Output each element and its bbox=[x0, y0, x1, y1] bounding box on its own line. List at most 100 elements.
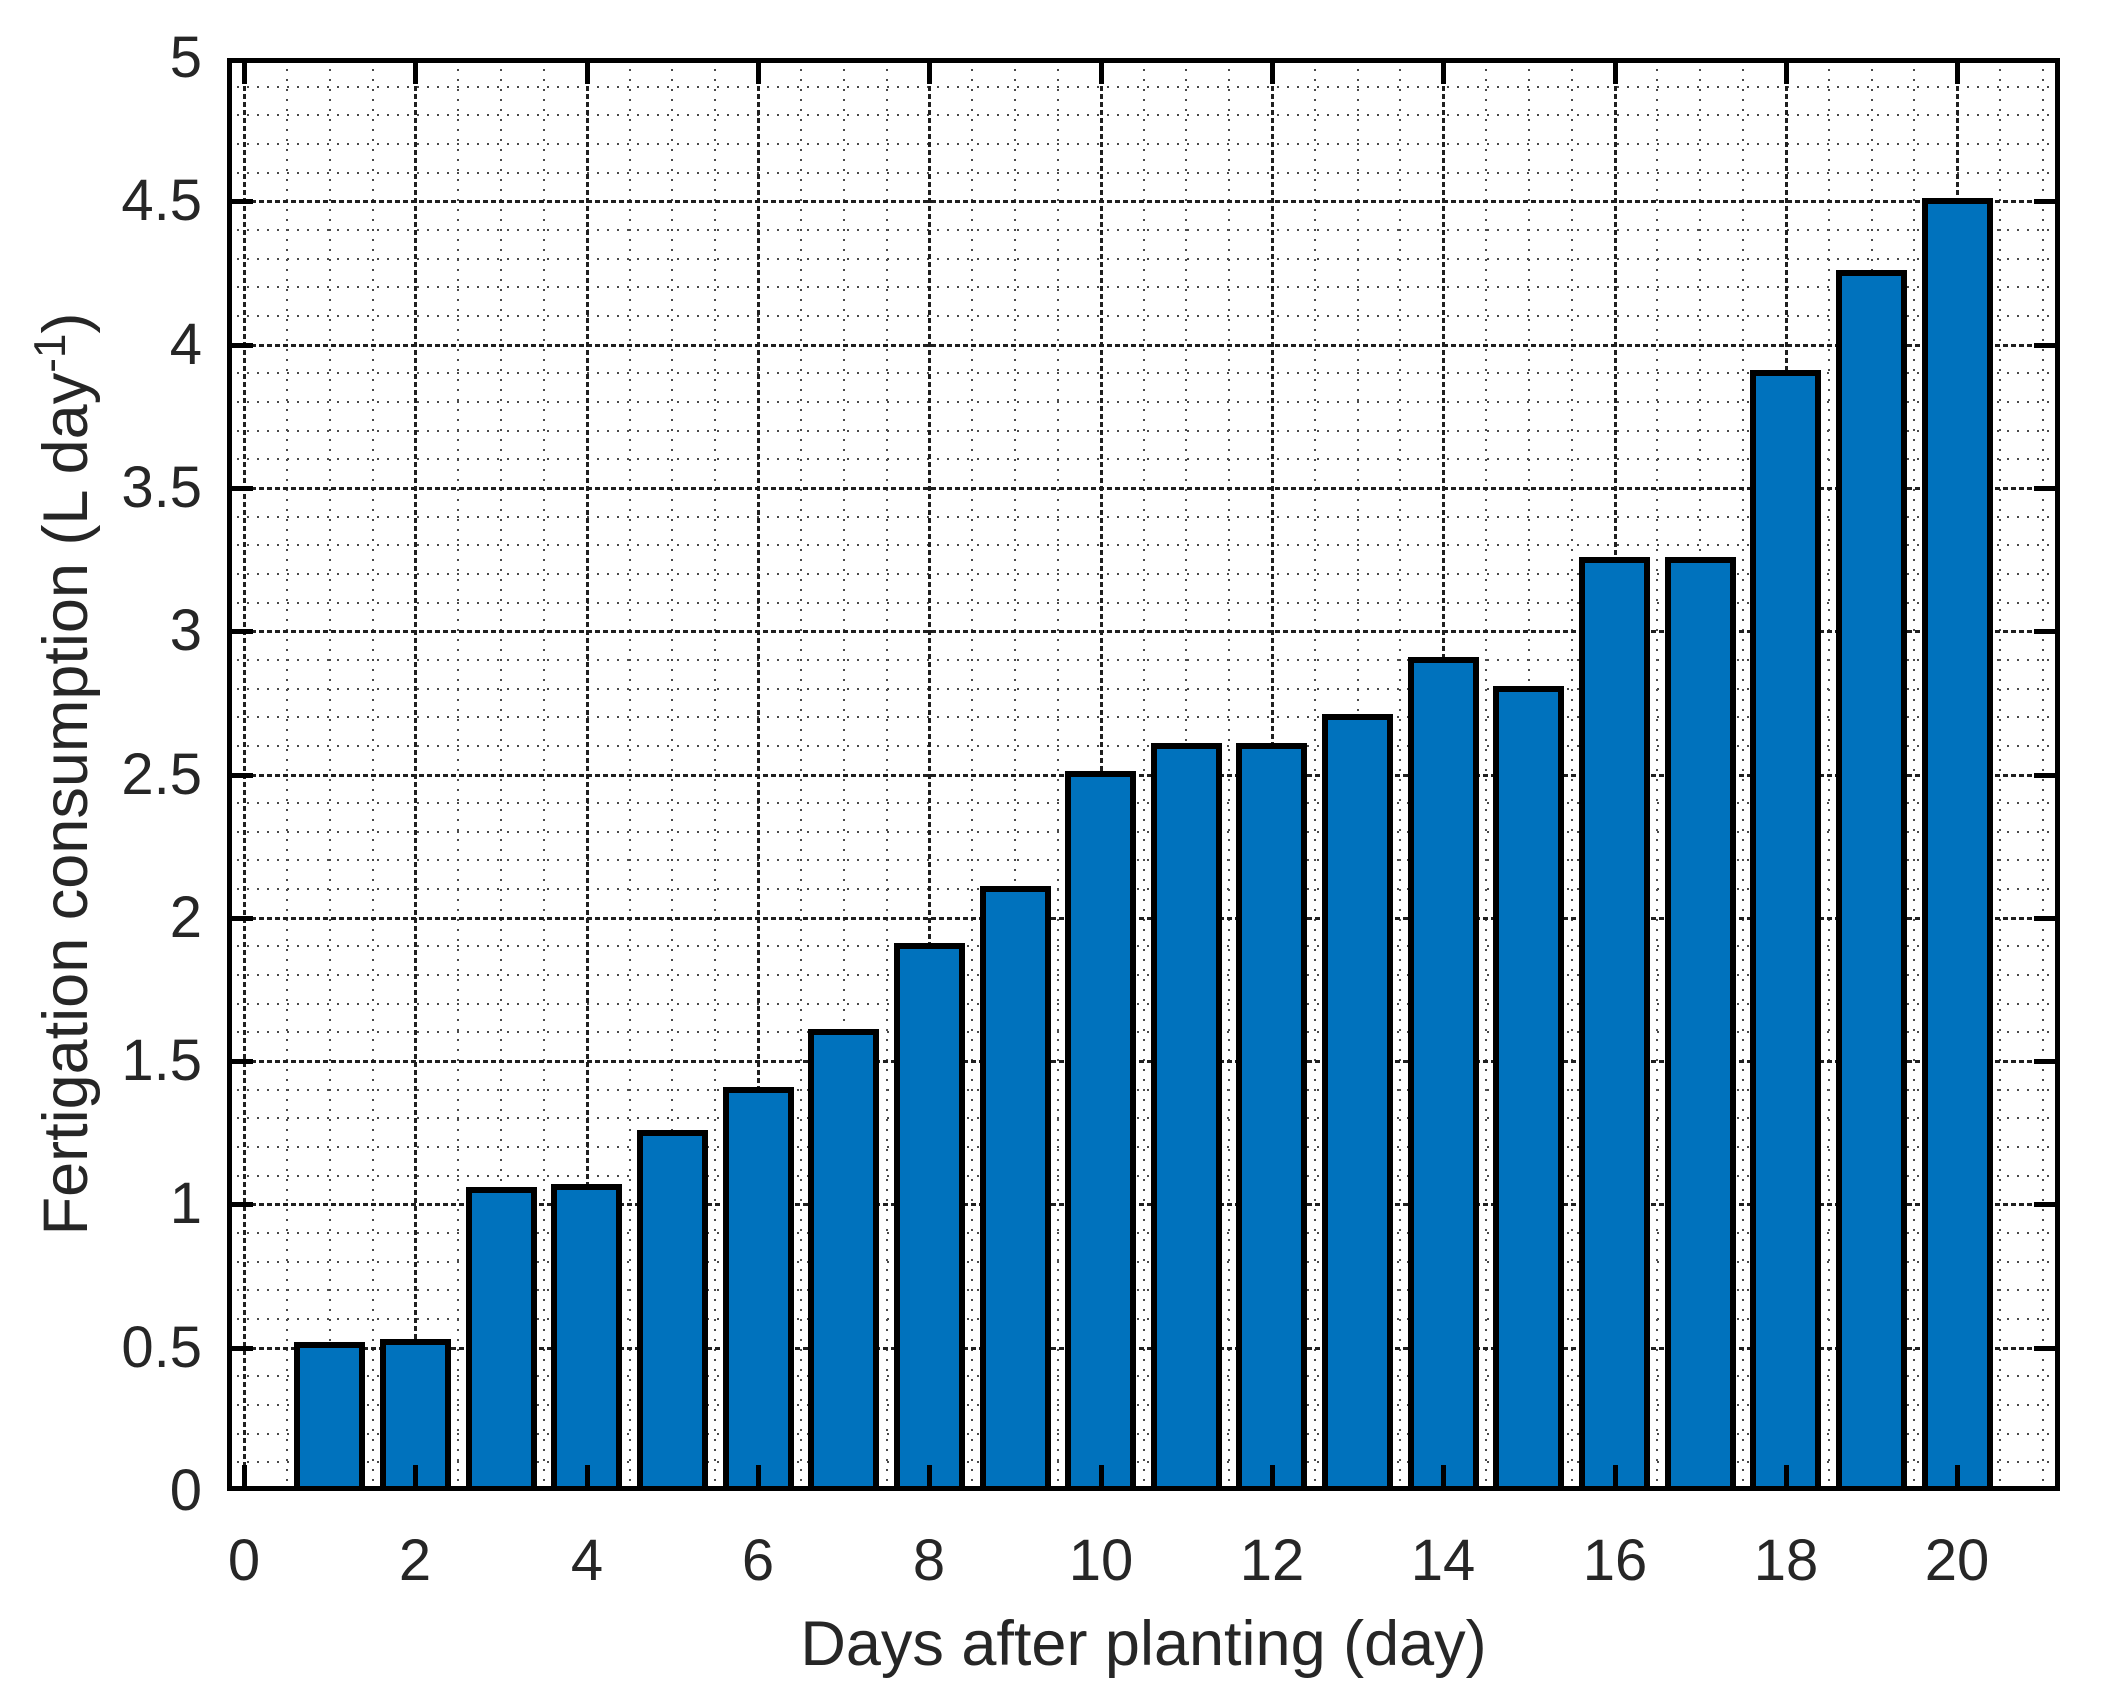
x-tick-label: 20 bbox=[1924, 1528, 1990, 1593]
bar-day-11 bbox=[1151, 743, 1222, 1491]
bar-day-9 bbox=[980, 886, 1051, 1491]
x-tick-label: 12 bbox=[1239, 1528, 1305, 1593]
y-axis-label-close-paren: ) bbox=[31, 312, 101, 334]
x-tick-mark-top bbox=[1269, 58, 1275, 84]
y-tick-label: 4.5 bbox=[121, 168, 202, 233]
y-tick-mark-right bbox=[2034, 915, 2060, 921]
bar-day-18 bbox=[1750, 370, 1821, 1491]
x-tick-mark-top bbox=[1098, 58, 1104, 84]
y-axis-label-text: Fertigation consumption (L day bbox=[31, 372, 101, 1236]
y-tick-label: 4 bbox=[169, 312, 202, 377]
major-gridline-horizontal bbox=[227, 1060, 2060, 1064]
x-tick-mark bbox=[242, 1465, 248, 1491]
x-tick-label: 14 bbox=[1410, 1528, 1476, 1593]
x-tick-mark bbox=[756, 1465, 762, 1491]
x-tick-mark bbox=[1612, 1465, 1618, 1491]
bar-day-5 bbox=[637, 1130, 708, 1491]
major-gridline-vertical bbox=[757, 58, 761, 1491]
x-tick-mark-top bbox=[242, 58, 248, 84]
y-tick-label: 5 bbox=[169, 25, 202, 90]
x-tick-mark bbox=[1955, 1465, 1961, 1491]
y-tick-label: 2.5 bbox=[121, 742, 202, 807]
bar-day-10 bbox=[1065, 771, 1136, 1491]
y-tick-mark bbox=[227, 772, 253, 778]
bar-day-16 bbox=[1579, 557, 1650, 1491]
y-tick-mark bbox=[227, 1059, 253, 1065]
major-gridline-horizontal bbox=[227, 200, 2060, 204]
y-axis-label-superscript: -1 bbox=[26, 333, 75, 373]
y-tick-label: 1 bbox=[169, 1171, 202, 1236]
x-tick-mark-top bbox=[584, 58, 590, 84]
major-gridline-vertical bbox=[928, 58, 932, 1491]
x-axis-label: Days after planting (day) bbox=[800, 1609, 1487, 1679]
x-tick-label: 10 bbox=[1068, 1528, 1134, 1593]
y-tick-mark-right bbox=[2034, 342, 2060, 348]
x-tick-mark-top bbox=[413, 58, 419, 84]
x-tick-mark bbox=[1269, 1465, 1275, 1491]
x-tick-label: 18 bbox=[1753, 1528, 1819, 1593]
bar-day-15 bbox=[1493, 686, 1564, 1491]
y-tick-label: 1.5 bbox=[121, 1028, 202, 1093]
x-tick-mark-top bbox=[1612, 58, 1618, 84]
y-tick-mark-right bbox=[2034, 772, 2060, 778]
plot-area bbox=[227, 58, 2060, 1491]
major-gridline-horizontal bbox=[227, 916, 2060, 920]
x-tick-label: 16 bbox=[1582, 1528, 1648, 1593]
y-tick-mark-right bbox=[2034, 1345, 2060, 1351]
major-gridline-horizontal bbox=[227, 1203, 2060, 1207]
bar-day-12 bbox=[1236, 743, 1307, 1491]
x-tick-mark bbox=[584, 1465, 590, 1491]
x-tick-label: 8 bbox=[912, 1528, 946, 1593]
bar-day-13 bbox=[1322, 714, 1393, 1491]
bar-day-7 bbox=[808, 1029, 879, 1491]
y-tick-label: 3.5 bbox=[121, 455, 202, 520]
bar-day-4 bbox=[551, 1184, 622, 1491]
y-tick-mark-right bbox=[2034, 199, 2060, 205]
y-tick-label: 0.5 bbox=[121, 1315, 202, 1380]
x-tick-mark-top bbox=[1441, 58, 1447, 84]
y-tick-mark bbox=[227, 915, 253, 921]
x-tick-mark bbox=[927, 1465, 933, 1491]
y-tick-label: 3 bbox=[169, 598, 202, 663]
y-tick-mark-right bbox=[2034, 485, 2060, 491]
x-tick-label: 6 bbox=[741, 1528, 775, 1593]
bar-day-3 bbox=[466, 1187, 537, 1491]
y-tick-mark-right bbox=[2034, 1202, 2060, 1208]
x-tick-mark bbox=[1441, 1465, 1447, 1491]
y-tick-label: 2 bbox=[169, 885, 202, 950]
major-gridline-horizontal bbox=[227, 486, 2060, 490]
x-tick-mark bbox=[413, 1465, 419, 1491]
bar-day-19 bbox=[1836, 270, 1907, 1491]
x-tick-mark bbox=[1098, 1465, 1104, 1491]
major-gridline-horizontal bbox=[227, 630, 2060, 634]
bar-day-17 bbox=[1665, 557, 1736, 1491]
x-tick-mark-top bbox=[1783, 58, 1789, 84]
major-gridline-horizontal bbox=[227, 773, 2060, 777]
bar-day-20 bbox=[1922, 198, 1993, 1491]
y-axis-label: Fertigation consumption (L day-1) bbox=[26, 313, 102, 1236]
y-tick-mark-right bbox=[2034, 629, 2060, 635]
bar-day-14 bbox=[1408, 657, 1479, 1491]
major-gridline-horizontal bbox=[227, 343, 2060, 347]
bar-day-8 bbox=[894, 943, 965, 1491]
x-tick-mark-top bbox=[756, 58, 762, 84]
x-tick-mark bbox=[1783, 1465, 1789, 1491]
x-tick-label: 2 bbox=[398, 1528, 432, 1593]
y-tick-mark-right bbox=[2034, 1059, 2060, 1065]
major-gridline-vertical bbox=[585, 58, 589, 1491]
y-tick-label: 0 bbox=[169, 1458, 202, 1523]
y-tick-mark bbox=[227, 1202, 253, 1208]
major-gridline-vertical bbox=[414, 58, 418, 1491]
x-tick-mark-top bbox=[1955, 58, 1961, 84]
y-tick-mark bbox=[227, 342, 253, 348]
y-tick-mark bbox=[227, 485, 253, 491]
major-gridline-horizontal bbox=[227, 1346, 2060, 1350]
bar-day-6 bbox=[723, 1087, 794, 1491]
y-tick-mark bbox=[227, 199, 253, 205]
y-tick-mark bbox=[227, 629, 253, 635]
y-tick-mark bbox=[227, 1345, 253, 1351]
x-tick-label: 0 bbox=[227, 1528, 261, 1593]
bar-day-1 bbox=[294, 1342, 365, 1491]
x-tick-mark-top bbox=[927, 58, 933, 84]
